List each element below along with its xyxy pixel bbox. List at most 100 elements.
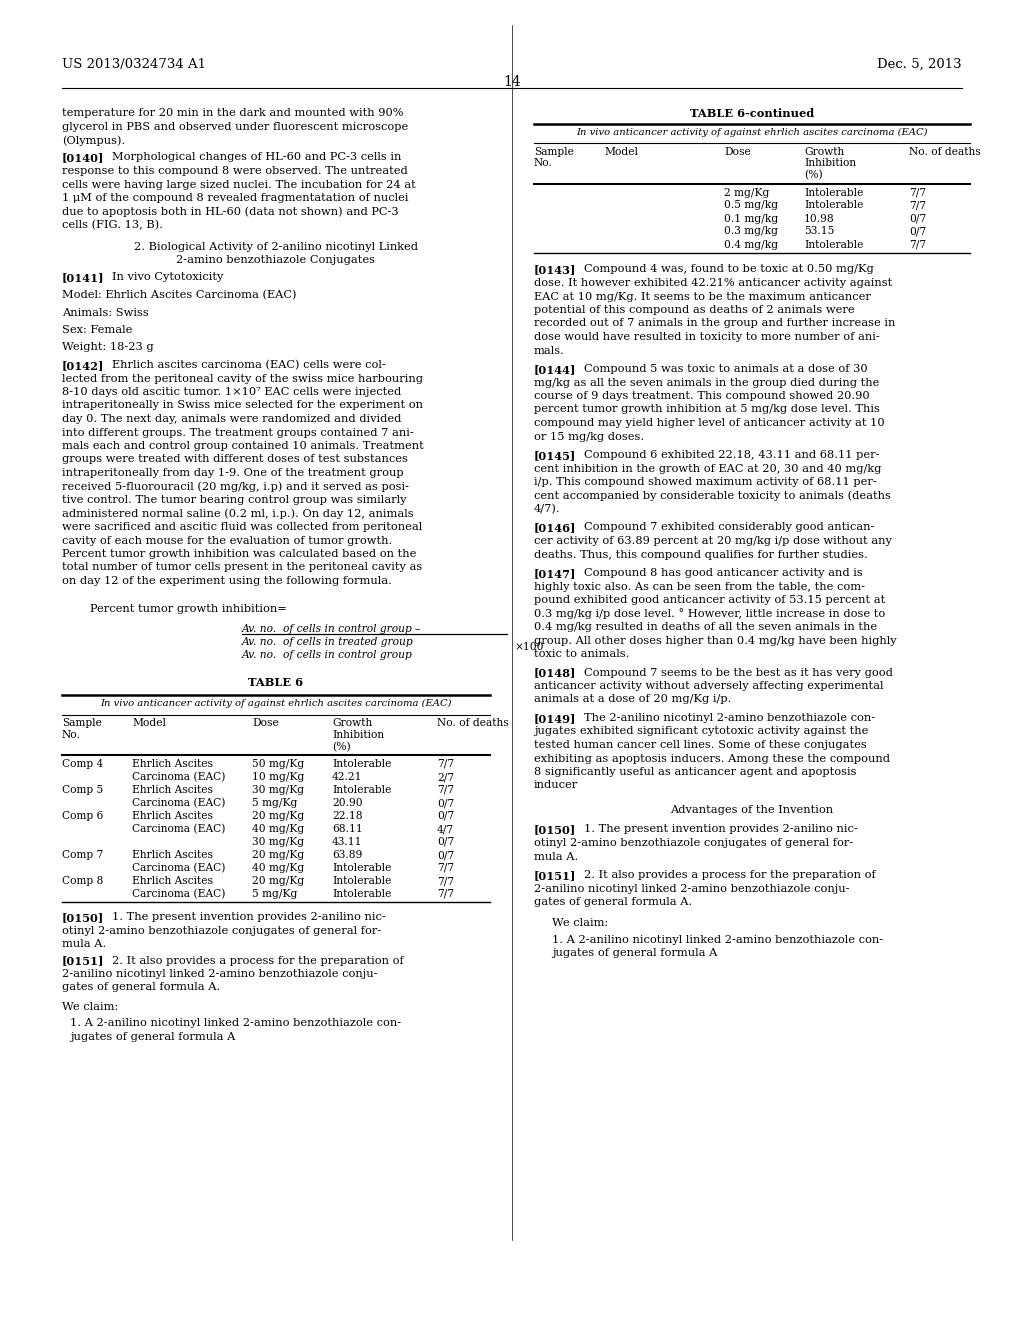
Text: percent tumor growth inhibition at 5 mg/kg dose level. This: percent tumor growth inhibition at 5 mg/… bbox=[534, 404, 880, 414]
Text: lected from the peritoneal cavity of the swiss mice harbouring: lected from the peritoneal cavity of the… bbox=[62, 374, 423, 384]
Text: 43.11: 43.11 bbox=[332, 837, 362, 847]
Text: Carcinoma (EAC): Carcinoma (EAC) bbox=[132, 799, 225, 808]
Text: Ehrlich Ascites: Ehrlich Ascites bbox=[132, 850, 213, 861]
Text: 0/7: 0/7 bbox=[437, 810, 455, 821]
Text: 63.89: 63.89 bbox=[332, 850, 362, 861]
Text: Model: Model bbox=[132, 718, 166, 729]
Text: 7/7: 7/7 bbox=[909, 201, 926, 210]
Text: 7/7: 7/7 bbox=[437, 785, 454, 795]
Text: mula A.: mula A. bbox=[534, 851, 579, 862]
Text: Carcinoma (EAC): Carcinoma (EAC) bbox=[132, 772, 225, 783]
Text: 7/7: 7/7 bbox=[437, 888, 454, 899]
Text: jugates of general formula A: jugates of general formula A bbox=[70, 1032, 236, 1041]
Text: mals.: mals. bbox=[534, 346, 565, 355]
Text: 2-anilino nicotinyl linked 2-amino benzothiazole conju-: 2-anilino nicotinyl linked 2-amino benzo… bbox=[62, 969, 378, 979]
Text: 7/7: 7/7 bbox=[437, 863, 454, 873]
Text: exhibiting as apoptosis inducers. Among these the compound: exhibiting as apoptosis inducers. Among … bbox=[534, 754, 890, 763]
Text: [0151]: [0151] bbox=[534, 870, 577, 880]
Text: received 5-fluorouracil (20 mg/kg, i.p) and it served as posi-: received 5-fluorouracil (20 mg/kg, i.p) … bbox=[62, 482, 409, 492]
Text: TABLE 6-continued: TABLE 6-continued bbox=[690, 108, 814, 119]
Text: Intolerable: Intolerable bbox=[332, 785, 391, 795]
Text: on day 12 of the experiment using the following formula.: on day 12 of the experiment using the fo… bbox=[62, 576, 392, 586]
Text: Inhibition: Inhibition bbox=[804, 158, 856, 169]
Text: 0.3 mg/kg i/p dose level. ° However, little increase in dose to: 0.3 mg/kg i/p dose level. ° However, lit… bbox=[534, 609, 886, 619]
Text: [0148]: [0148] bbox=[534, 668, 577, 678]
Text: (%): (%) bbox=[804, 170, 822, 181]
Text: inducer: inducer bbox=[534, 780, 579, 791]
Text: gates of general formula A.: gates of general formula A. bbox=[534, 898, 692, 907]
Text: Dec. 5, 2013: Dec. 5, 2013 bbox=[878, 58, 962, 71]
Text: [0140]: [0140] bbox=[62, 153, 104, 164]
Text: Compound 4 was, found to be toxic at 0.50 mg/Kg: Compound 4 was, found to be toxic at 0.5… bbox=[584, 264, 873, 275]
Text: Comp 8: Comp 8 bbox=[62, 876, 103, 886]
Text: 0/7: 0/7 bbox=[437, 850, 455, 861]
Text: Intolerable: Intolerable bbox=[332, 888, 391, 899]
Text: group. All other doses higher than 0.4 mg/kg have been highly: group. All other doses higher than 0.4 m… bbox=[534, 635, 897, 645]
Text: Ehrlich Ascites: Ehrlich Ascites bbox=[132, 876, 213, 886]
Text: 1. A 2-anilino nicotinyl linked 2-amino benzothiazole con-: 1. A 2-anilino nicotinyl linked 2-amino … bbox=[70, 1019, 401, 1028]
Text: [0149]: [0149] bbox=[534, 713, 577, 723]
Text: 0.4 mg/kg resulted in deaths of all the seven animals in the: 0.4 mg/kg resulted in deaths of all the … bbox=[534, 622, 878, 632]
Text: total number of tumor cells present in the peritoneal cavity as: total number of tumor cells present in t… bbox=[62, 562, 422, 573]
Text: Comp 5: Comp 5 bbox=[62, 785, 103, 795]
Text: In vivo Cytotoxicity: In vivo Cytotoxicity bbox=[112, 272, 223, 282]
Text: No. of deaths: No. of deaths bbox=[437, 718, 509, 729]
Text: 40 mg/Kg: 40 mg/Kg bbox=[252, 824, 304, 834]
Text: 20 mg/Kg: 20 mg/Kg bbox=[252, 850, 304, 861]
Text: due to apoptosis both in HL-60 (data not shown) and PC-3: due to apoptosis both in HL-60 (data not… bbox=[62, 206, 398, 216]
Text: 2 mg/Kg: 2 mg/Kg bbox=[724, 187, 769, 198]
Text: Percent tumor growth inhibition=: Percent tumor growth inhibition= bbox=[90, 603, 287, 614]
Text: or 15 mg/kg doses.: or 15 mg/kg doses. bbox=[534, 432, 644, 441]
Text: 30 mg/Kg: 30 mg/Kg bbox=[252, 837, 304, 847]
Text: Intolerable: Intolerable bbox=[804, 239, 863, 249]
Text: day 0. The next day, animals were randomized and divided: day 0. The next day, animals were random… bbox=[62, 414, 401, 424]
Text: Model: Model bbox=[604, 147, 638, 157]
Text: mula A.: mula A. bbox=[62, 939, 106, 949]
Text: 7/7: 7/7 bbox=[437, 876, 454, 886]
Text: animals at a dose of 20 mg/Kg i/p.: animals at a dose of 20 mg/Kg i/p. bbox=[534, 694, 731, 705]
Text: 68.11: 68.11 bbox=[332, 824, 362, 834]
Text: 5 mg/Kg: 5 mg/Kg bbox=[252, 799, 297, 808]
Text: We claim:: We claim: bbox=[62, 1002, 118, 1012]
Text: (Olympus).: (Olympus). bbox=[62, 135, 125, 145]
Text: ×100: ×100 bbox=[515, 642, 545, 652]
Text: [0143]: [0143] bbox=[534, 264, 577, 276]
Text: 0.3 mg/kg: 0.3 mg/kg bbox=[724, 227, 778, 236]
Text: 10 mg/Kg: 10 mg/Kg bbox=[252, 772, 304, 781]
Text: Carcinoma (EAC): Carcinoma (EAC) bbox=[132, 824, 225, 834]
Text: Av. no.  of cells in control group: Av. no. of cells in control group bbox=[242, 651, 413, 660]
Text: [0145]: [0145] bbox=[534, 450, 577, 461]
Text: Carcinoma (EAC): Carcinoma (EAC) bbox=[132, 888, 225, 899]
Text: cer activity of 63.89 percent at 20 mg/kg i/p dose without any: cer activity of 63.89 percent at 20 mg/k… bbox=[534, 536, 892, 546]
Text: 7/7: 7/7 bbox=[909, 239, 926, 249]
Text: [0150]: [0150] bbox=[62, 912, 104, 923]
Text: 4/7: 4/7 bbox=[437, 824, 454, 834]
Text: Intolerable: Intolerable bbox=[804, 187, 863, 198]
Text: 2. It also provides a process for the preparation of: 2. It also provides a process for the pr… bbox=[584, 870, 876, 880]
Text: Compound 7 exhibited considerably good antican-: Compound 7 exhibited considerably good a… bbox=[584, 523, 874, 532]
Text: [0141]: [0141] bbox=[62, 272, 104, 284]
Text: otinyl 2-amino benzothiazole conjugates of general for-: otinyl 2-amino benzothiazole conjugates … bbox=[62, 925, 381, 936]
Text: administered normal saline (0.2 ml, i.p.). On day 12, animals: administered normal saline (0.2 ml, i.p.… bbox=[62, 508, 414, 519]
Text: Compound 8 has good anticancer activity and is: Compound 8 has good anticancer activity … bbox=[584, 568, 863, 578]
Text: mals each and control group contained 10 animals. Treatment: mals each and control group contained 10… bbox=[62, 441, 424, 451]
Text: Dose: Dose bbox=[252, 718, 279, 729]
Text: Growth: Growth bbox=[332, 718, 373, 729]
Text: cells (FIG. 13, B).: cells (FIG. 13, B). bbox=[62, 220, 163, 231]
Text: 22.18: 22.18 bbox=[332, 810, 362, 821]
Text: [0150]: [0150] bbox=[534, 825, 577, 836]
Text: In vivo anticancer activity of against ehrlich ascites carcinoma (EAC): In vivo anticancer activity of against e… bbox=[100, 700, 452, 708]
Text: Intolerable: Intolerable bbox=[332, 876, 391, 886]
Text: Growth: Growth bbox=[804, 147, 844, 157]
Text: 4/7).: 4/7). bbox=[534, 504, 560, 515]
Text: 2. Biological Activity of 2-anilino nicotinyl Linked: 2. Biological Activity of 2-anilino nico… bbox=[134, 242, 418, 252]
Text: Sample: Sample bbox=[62, 718, 101, 729]
Text: 20.90: 20.90 bbox=[332, 799, 362, 808]
Text: [0142]: [0142] bbox=[62, 360, 104, 371]
Text: US 2013/0324734 A1: US 2013/0324734 A1 bbox=[62, 58, 206, 71]
Text: 1 μM of the compound 8 revealed fragmentatation of nuclei: 1 μM of the compound 8 revealed fragment… bbox=[62, 193, 409, 203]
Text: 53.15: 53.15 bbox=[804, 227, 835, 236]
Text: Percent tumor growth inhibition was calculated based on the: Percent tumor growth inhibition was calc… bbox=[62, 549, 417, 558]
Text: Compound 5 was toxic to animals at a dose of 30: Compound 5 was toxic to animals at a dos… bbox=[584, 364, 867, 374]
Text: toxic to animals.: toxic to animals. bbox=[534, 649, 630, 659]
